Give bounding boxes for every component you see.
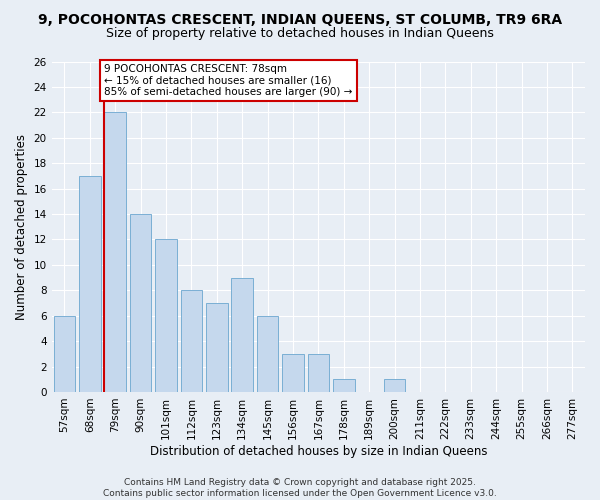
Bar <box>232 278 253 392</box>
Bar <box>155 240 177 392</box>
Bar <box>257 316 278 392</box>
Text: 9, POCOHONTAS CRESCENT, INDIAN QUEENS, ST COLUMB, TR9 6RA: 9, POCOHONTAS CRESCENT, INDIAN QUEENS, S… <box>38 12 562 26</box>
Y-axis label: Number of detached properties: Number of detached properties <box>15 134 28 320</box>
Bar <box>104 112 126 392</box>
Bar <box>308 354 329 392</box>
Bar <box>181 290 202 392</box>
Bar <box>333 379 355 392</box>
Bar <box>53 316 75 392</box>
Text: Contains HM Land Registry data © Crown copyright and database right 2025.
Contai: Contains HM Land Registry data © Crown c… <box>103 478 497 498</box>
Bar <box>130 214 151 392</box>
Bar <box>384 379 406 392</box>
Text: 9 POCOHONTAS CRESCENT: 78sqm
← 15% of detached houses are smaller (16)
85% of se: 9 POCOHONTAS CRESCENT: 78sqm ← 15% of de… <box>104 64 353 97</box>
Bar <box>206 303 227 392</box>
Bar <box>79 176 101 392</box>
Bar <box>282 354 304 392</box>
Text: Size of property relative to detached houses in Indian Queens: Size of property relative to detached ho… <box>106 28 494 40</box>
X-axis label: Distribution of detached houses by size in Indian Queens: Distribution of detached houses by size … <box>149 444 487 458</box>
